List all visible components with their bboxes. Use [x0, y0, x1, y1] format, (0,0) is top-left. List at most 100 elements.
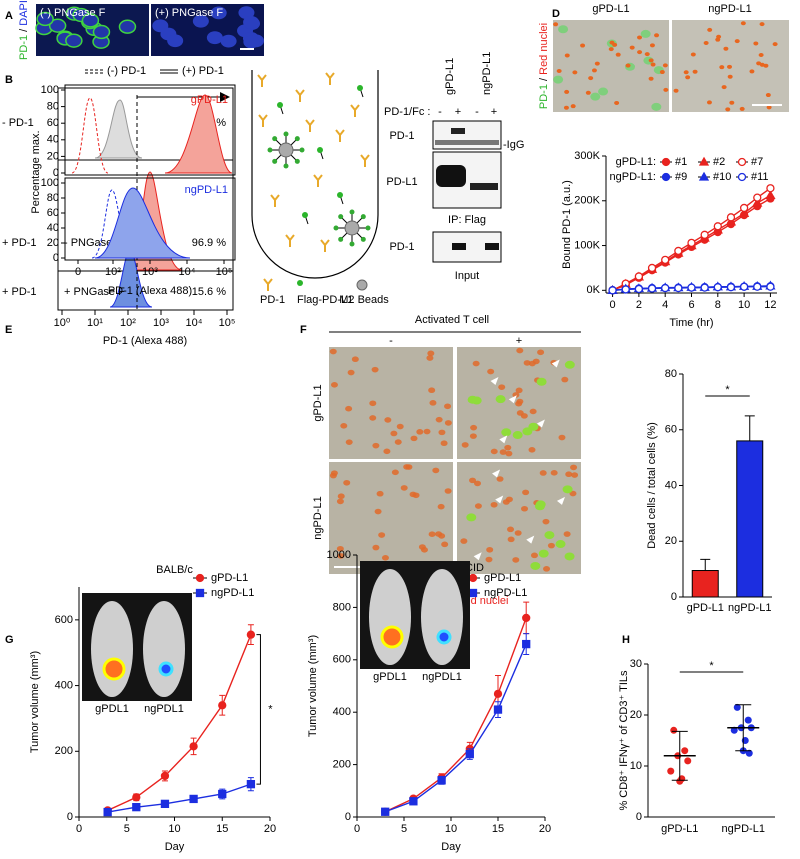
marker	[218, 701, 227, 710]
cell	[472, 360, 480, 367]
marker	[132, 793, 141, 802]
x-tick-label: 0	[354, 823, 360, 835]
cell	[460, 538, 468, 544]
marker	[737, 157, 747, 167]
arrowhead	[490, 376, 499, 385]
marker	[766, 282, 775, 291]
y-tick-label: 80	[47, 101, 59, 113]
y-tick-label: 40	[665, 479, 677, 491]
cell	[427, 350, 435, 357]
pd1-icon	[335, 129, 345, 142]
cell	[423, 428, 431, 435]
cell	[461, 442, 469, 448]
y-tick-label: 20	[665, 535, 677, 547]
histogram	[94, 187, 191, 259]
legend-label: #1	[675, 156, 687, 168]
cell	[371, 366, 379, 373]
cell	[614, 100, 620, 105]
cell	[654, 33, 660, 38]
cell	[384, 417, 392, 423]
marker	[766, 184, 775, 193]
y-tick-label: 60	[47, 117, 59, 129]
cell	[381, 555, 389, 561]
marker	[739, 282, 749, 291]
cell	[550, 470, 558, 476]
series-line	[384, 643, 527, 813]
cell	[651, 102, 662, 111]
x-tick-label: 0	[76, 823, 82, 835]
row-label: ngPD-L1	[312, 496, 324, 539]
signal	[158, 661, 174, 677]
x-tick-label: 10	[738, 299, 750, 311]
x-tick-label: 10⁴	[186, 317, 203, 329]
x-axis-label: PD-1 (Alexa 488)	[108, 285, 192, 297]
cell	[729, 100, 735, 105]
panel-label: B	[5, 74, 13, 86]
cell	[474, 480, 482, 487]
y-axis-label: Bound PD-1 (a.u.)	[561, 180, 573, 269]
pd1-icon	[258, 114, 268, 127]
bead-tip	[360, 236, 366, 242]
marker	[647, 263, 657, 273]
label-part: Red nuclei	[538, 23, 550, 75]
x-tick-label: 10³	[142, 266, 158, 278]
cell	[683, 70, 689, 75]
sign-label: -	[475, 106, 479, 118]
cell	[36, 11, 54, 27]
y-tick-label: 400	[333, 706, 351, 718]
marker	[409, 797, 418, 806]
marker	[522, 639, 531, 649]
band	[451, 128, 465, 134]
marker	[765, 190, 776, 200]
series-line	[107, 634, 252, 812]
marker	[738, 207, 750, 217]
cell	[590, 92, 601, 101]
cell	[512, 392, 520, 398]
marker	[634, 272, 644, 281]
cell	[707, 27, 713, 32]
marker	[621, 285, 630, 294]
x-tick-label: 10⁴	[179, 266, 196, 278]
marker	[726, 283, 736, 292]
cell	[383, 448, 391, 455]
legend-icon	[297, 280, 303, 286]
row-label: + PD-1	[2, 237, 37, 249]
arrowhead	[495, 495, 504, 504]
point	[670, 726, 678, 734]
cell	[474, 503, 482, 509]
cell	[648, 76, 654, 81]
arrowhead	[536, 419, 545, 428]
cell	[390, 430, 398, 437]
bead-tip	[360, 214, 366, 220]
x-tick-label: 10⁵	[216, 266, 233, 278]
y-tick-label: 400	[55, 679, 73, 691]
cell	[569, 490, 577, 497]
pd1-icon	[325, 72, 335, 85]
arrowhead	[526, 535, 535, 544]
y-tick-label: 20	[47, 150, 59, 162]
cell	[485, 556, 493, 563]
marker	[661, 283, 670, 293]
image-label: gPDL1	[95, 703, 129, 715]
x-tick-label: gPD-L1	[687, 602, 724, 614]
x-tick-label: 10⁵	[219, 317, 236, 329]
y-axis-label: Tumor volume (mm³)	[307, 635, 319, 737]
bar	[691, 570, 719, 598]
legend-label: gPD-L1	[211, 572, 248, 584]
cell	[220, 34, 237, 48]
pdl1-head	[302, 212, 308, 218]
marker	[661, 157, 671, 167]
cell	[564, 360, 575, 369]
cell	[734, 39, 740, 44]
cell	[723, 46, 729, 51]
cell	[420, 547, 428, 553]
scale-bar	[334, 566, 366, 568]
cell	[471, 396, 482, 405]
band	[452, 243, 466, 250]
cell	[753, 41, 759, 46]
error-bar	[744, 415, 755, 441]
blot-caption: IP: Flag	[448, 214, 486, 226]
bead-tip	[333, 225, 339, 231]
cell	[580, 43, 586, 48]
cell	[502, 499, 510, 505]
